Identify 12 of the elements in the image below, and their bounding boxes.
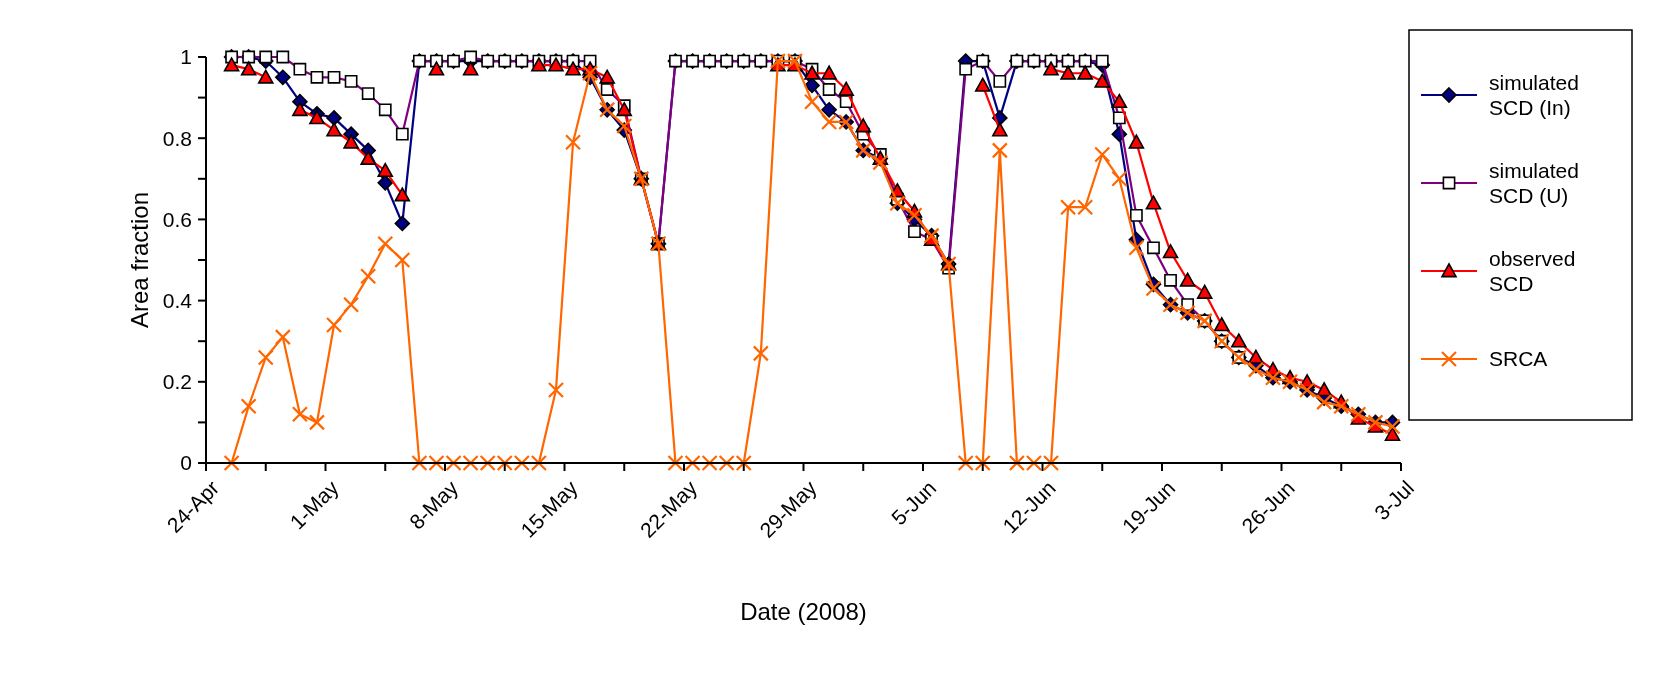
legend-label: observed SCD (1489, 246, 1576, 295)
y-tick-label: 0.6 (162, 207, 192, 231)
legend-label: simulated SCD (In) (1489, 70, 1579, 119)
y-tick-label: 1 (180, 45, 192, 69)
y-tick-label: 0.2 (162, 370, 192, 394)
y-tick-label: 0.4 (162, 288, 193, 312)
y-tick-label: 0 (180, 451, 192, 475)
y-tick-label: 0.8 (162, 126, 192, 150)
legend-label: simulated SCD (U) (1489, 158, 1579, 207)
legend-label: SRCA (1489, 347, 1548, 371)
y-axis-title: Area fraction (126, 191, 153, 329)
x-axis-title: Date (2008) (740, 598, 867, 625)
